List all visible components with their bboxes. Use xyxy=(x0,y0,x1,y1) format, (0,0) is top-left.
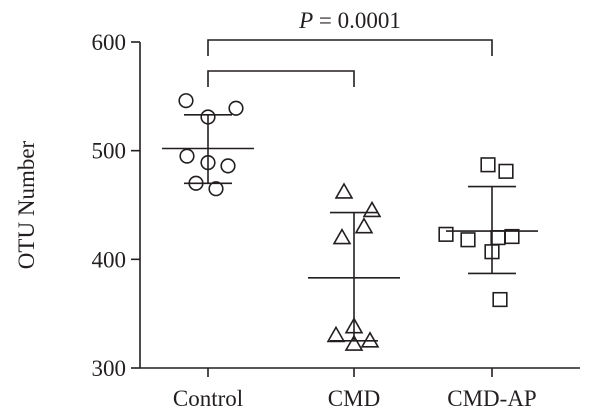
y-tick-label: 400 xyxy=(92,247,127,272)
data-point-triangle xyxy=(332,227,352,245)
data-point-triangle xyxy=(334,182,354,199)
y-tick-label: 500 xyxy=(92,139,127,164)
data-point-triangle xyxy=(326,325,346,343)
data-points xyxy=(178,93,520,351)
significance-bracket xyxy=(207,70,355,87)
data-point-square xyxy=(492,291,508,308)
data-point-circle xyxy=(178,93,194,109)
data-point-square xyxy=(498,163,514,179)
y-axis-label: OTU Number xyxy=(14,140,39,269)
axes: 300 400 500 600 Control CMD CMD-AP OTU Number xyxy=(14,30,580,411)
data-point-square xyxy=(480,157,496,173)
significance-bracket xyxy=(207,39,493,56)
data-point-circle xyxy=(228,100,244,116)
x-tick-label: Control xyxy=(173,386,243,411)
significance-brackets: P = 0.0001 xyxy=(207,8,493,87)
x-tick-label: CMD xyxy=(328,386,380,411)
data-point-triangle xyxy=(360,331,380,348)
data-point-square xyxy=(490,230,506,246)
data-point-triangle xyxy=(362,200,382,218)
p-value-label: P = 0.0001 xyxy=(298,8,401,33)
data-point-circle xyxy=(208,181,224,197)
data-point-circle xyxy=(179,148,195,164)
data-point-triangle xyxy=(344,334,364,351)
y-tick-label: 300 xyxy=(92,356,127,381)
data-point-square xyxy=(438,226,454,242)
x-tick-label: CMD-AP xyxy=(447,386,536,411)
mean-sd-bars xyxy=(162,114,538,342)
y-tick-label: 600 xyxy=(92,30,127,55)
data-point-circle xyxy=(220,158,236,174)
data-point-triangle xyxy=(354,217,374,234)
data-point-square xyxy=(460,232,476,248)
